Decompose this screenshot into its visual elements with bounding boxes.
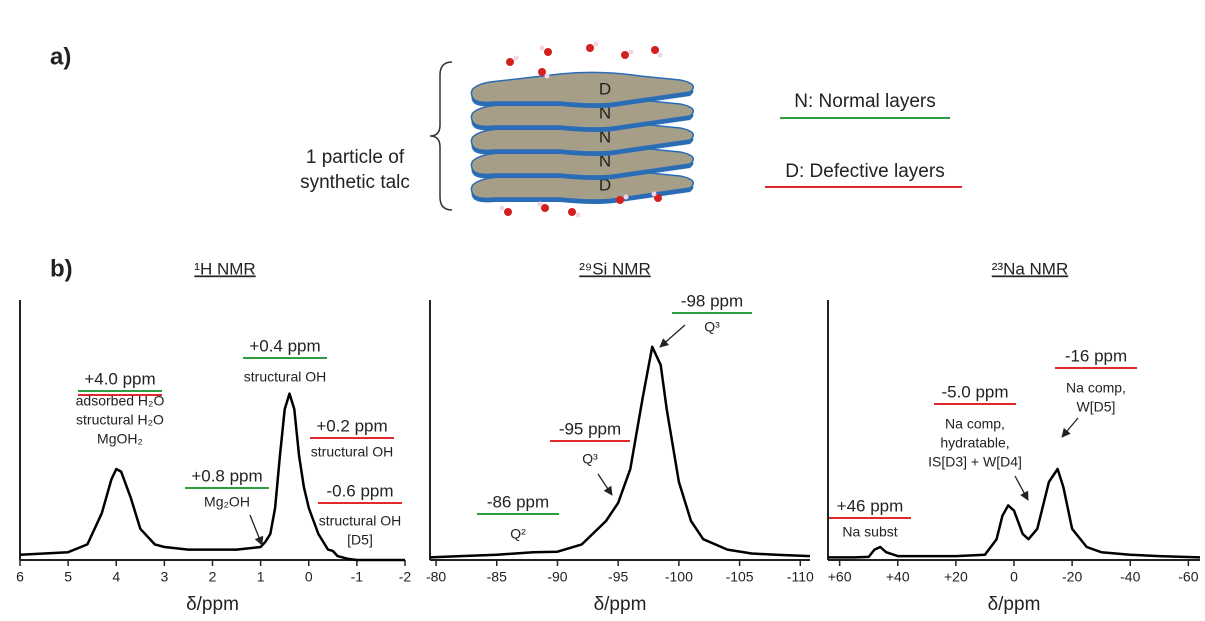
arrow — [597, 473, 613, 496]
x-tick-label: -105 — [726, 569, 754, 585]
chart-title: ²⁹Si NMR — [579, 259, 651, 278]
spectrum — [19, 392, 405, 562]
spectrum — [828, 467, 1201, 559]
annotation-detail: Na subst — [842, 524, 897, 540]
x-tick-label: +60 — [828, 569, 852, 585]
x-tick-label: 3 — [160, 569, 168, 585]
annotation: +46 ppm — [837, 496, 904, 515]
annotation-detail: IS[D3] + W[D4] — [928, 454, 1022, 470]
x-axis-label: δ/ppm — [186, 594, 239, 615]
arrow — [1014, 475, 1029, 501]
x-tick-label: -100 — [665, 569, 693, 585]
annotation: +0.2 ppm — [316, 416, 387, 435]
x-tick-label: 6 — [16, 569, 24, 585]
x-tick-label: -110 — [787, 569, 814, 585]
chart-title: ¹H NMR — [194, 259, 255, 278]
annotation-detail: Na comp, — [945, 416, 1005, 432]
annotation-detail: [D5] — [347, 532, 373, 548]
layer-label: N — [599, 151, 611, 170]
legend-text: D: Defective layers — [785, 161, 944, 182]
annotation: -16 ppm — [1065, 346, 1127, 365]
annotation: +0.4 ppm — [249, 336, 320, 355]
x-tick-label: -85 — [487, 569, 507, 585]
x-tick-label: 4 — [112, 569, 120, 585]
x-tick-label: -90 — [547, 569, 567, 585]
panel-label: b) — [50, 255, 73, 282]
arrow — [1061, 417, 1079, 438]
legend-text: N: Normal layers — [794, 91, 935, 112]
x-tick-label: -95 — [608, 569, 628, 585]
layer-label: D — [599, 79, 611, 98]
x-tick-label: +40 — [886, 569, 910, 585]
x-tick-label: +20 — [944, 569, 968, 585]
annotation: -86 ppm — [487, 492, 549, 511]
particle-label: synthetic talc — [300, 172, 410, 193]
arrow — [249, 514, 264, 546]
annotation: -5.0 ppm — [941, 382, 1008, 401]
x-tick-label: 5 — [64, 569, 72, 585]
arrow — [659, 324, 686, 348]
annotation: -95 ppm — [559, 419, 621, 438]
annotation-detail: structural H₂O — [76, 412, 164, 428]
annotation-detail: hydratable, — [940, 435, 1009, 451]
x-axis-label: δ/ppm — [988, 594, 1041, 615]
chart-title: ²³Na NMR — [992, 259, 1069, 278]
layer — [470, 71, 695, 105]
water-molecules — [499, 41, 663, 218]
x-tick-label: 0 — [305, 569, 313, 585]
layer-label: N — [599, 103, 611, 122]
x-tick-label: 2 — [209, 569, 217, 585]
spectrum — [429, 345, 811, 559]
brace — [429, 61, 453, 211]
x-tick-label: -20 — [1062, 569, 1082, 585]
x-tick-label: 1 — [257, 569, 265, 585]
panel-label: a) — [50, 43, 71, 70]
layer-label: D — [599, 175, 611, 194]
annotation-detail: structural OH — [244, 369, 326, 385]
x-tick-label: -60 — [1178, 569, 1198, 585]
x-tick-label: -40 — [1120, 569, 1140, 585]
annotation-detail: Q³ — [582, 451, 598, 467]
annotation-detail: structural OH — [311, 444, 393, 460]
annotation-detail: Q³ — [704, 319, 720, 335]
annotation-detail: W[D5] — [1077, 399, 1116, 415]
x-tick-label: -80 — [426, 569, 446, 585]
annotation-detail: Q² — [510, 526, 526, 542]
layer-label: N — [599, 127, 611, 146]
x-tick-label: -2 — [399, 569, 412, 585]
annotation-detail: structural OH — [319, 513, 401, 529]
annotation-detail: MgOH₂ — [97, 431, 143, 447]
annotation: +4.0 ppm — [84, 369, 155, 388]
x-tick-label: -1 — [351, 569, 364, 585]
annotation-detail: Mg₂OH — [204, 494, 250, 510]
annotation: -98 ppm — [681, 291, 743, 310]
annotation: +0.8 ppm — [191, 466, 262, 485]
annotation-detail: Na comp, — [1066, 380, 1126, 396]
annotation-detail: adsorbed H₂O — [76, 393, 165, 409]
particle-label: 1 particle of — [306, 147, 405, 168]
x-axis-label: δ/ppm — [594, 594, 647, 615]
annotation: -0.6 ppm — [326, 481, 393, 500]
x-tick-label: 0 — [1010, 569, 1018, 585]
